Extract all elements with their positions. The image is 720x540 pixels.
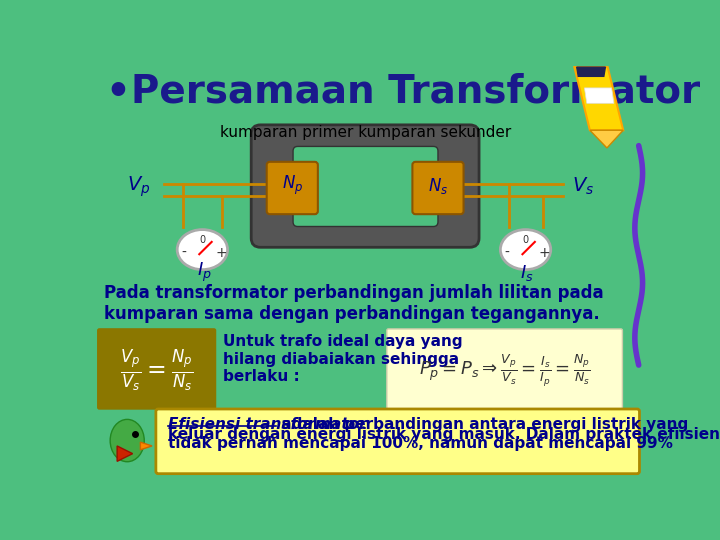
Text: $I_s$: $I_s$ [521, 262, 534, 283]
Text: $\frac{V_p}{V_s} = \frac{N_p}{N_s}$: $\frac{V_p}{V_s} = \frac{N_p}{N_s}$ [120, 348, 193, 393]
Ellipse shape [500, 230, 551, 269]
FancyBboxPatch shape [98, 329, 215, 409]
Text: Efisiensi transformator: Efisiensi transformator [168, 417, 366, 433]
Text: $I_p$: $I_p$ [197, 261, 211, 284]
Text: $V_s$: $V_s$ [572, 176, 594, 197]
Text: -: - [505, 246, 509, 260]
Text: +: + [539, 246, 550, 260]
Text: 0: 0 [199, 235, 205, 245]
Text: Pada transformator perbandingan jumlah lilitan pada
kumparan sama dengan perband: Pada transformator perbandingan jumlah l… [104, 284, 603, 323]
Polygon shape [577, 67, 606, 76]
Polygon shape [140, 442, 152, 450]
FancyBboxPatch shape [387, 329, 622, 409]
Text: 0: 0 [523, 235, 528, 245]
Text: •Persamaan Transformator: •Persamaan Transformator [106, 72, 700, 111]
Ellipse shape [177, 230, 228, 269]
Text: +: + [215, 246, 227, 260]
FancyBboxPatch shape [266, 162, 318, 214]
Text: Untuk trafo ideal daya yang
hilang diabaiakan sehingga
berlaku :: Untuk trafo ideal daya yang hilang diaba… [223, 334, 463, 384]
Polygon shape [575, 67, 624, 130]
Ellipse shape [110, 420, 144, 462]
FancyBboxPatch shape [156, 409, 639, 474]
Text: adalah perbandingan antara energi listrik yang: adalah perbandingan antara energi listri… [276, 417, 688, 433]
Text: kumparan primer kumparan sekunder: kumparan primer kumparan sekunder [220, 125, 510, 140]
Polygon shape [585, 88, 614, 103]
Text: $P_p = P_s \Rightarrow \frac{V_p}{V_s} = \frac{I_s}{I_p} = \frac{N_p}{N_s}$: $P_p = P_s \Rightarrow \frac{V_p}{V_s} =… [419, 353, 590, 388]
FancyBboxPatch shape [251, 125, 479, 247]
Text: -: - [181, 246, 186, 260]
Text: keluar dengan energi listrik yang masuk. Dalam praktek efiisiensi trafo: keluar dengan energi listrik yang masuk.… [168, 427, 720, 442]
Text: $V_p$: $V_p$ [127, 174, 150, 199]
Text: $N_s$: $N_s$ [428, 176, 448, 195]
Text: tidak pernah mencapai 100%, namun dapat mencapai 99%: tidak pernah mencapai 100%, namun dapat … [168, 436, 672, 451]
FancyBboxPatch shape [293, 146, 438, 226]
FancyBboxPatch shape [413, 162, 464, 214]
Polygon shape [590, 130, 624, 148]
Polygon shape [117, 446, 132, 461]
Text: $N_p$: $N_p$ [282, 174, 303, 197]
